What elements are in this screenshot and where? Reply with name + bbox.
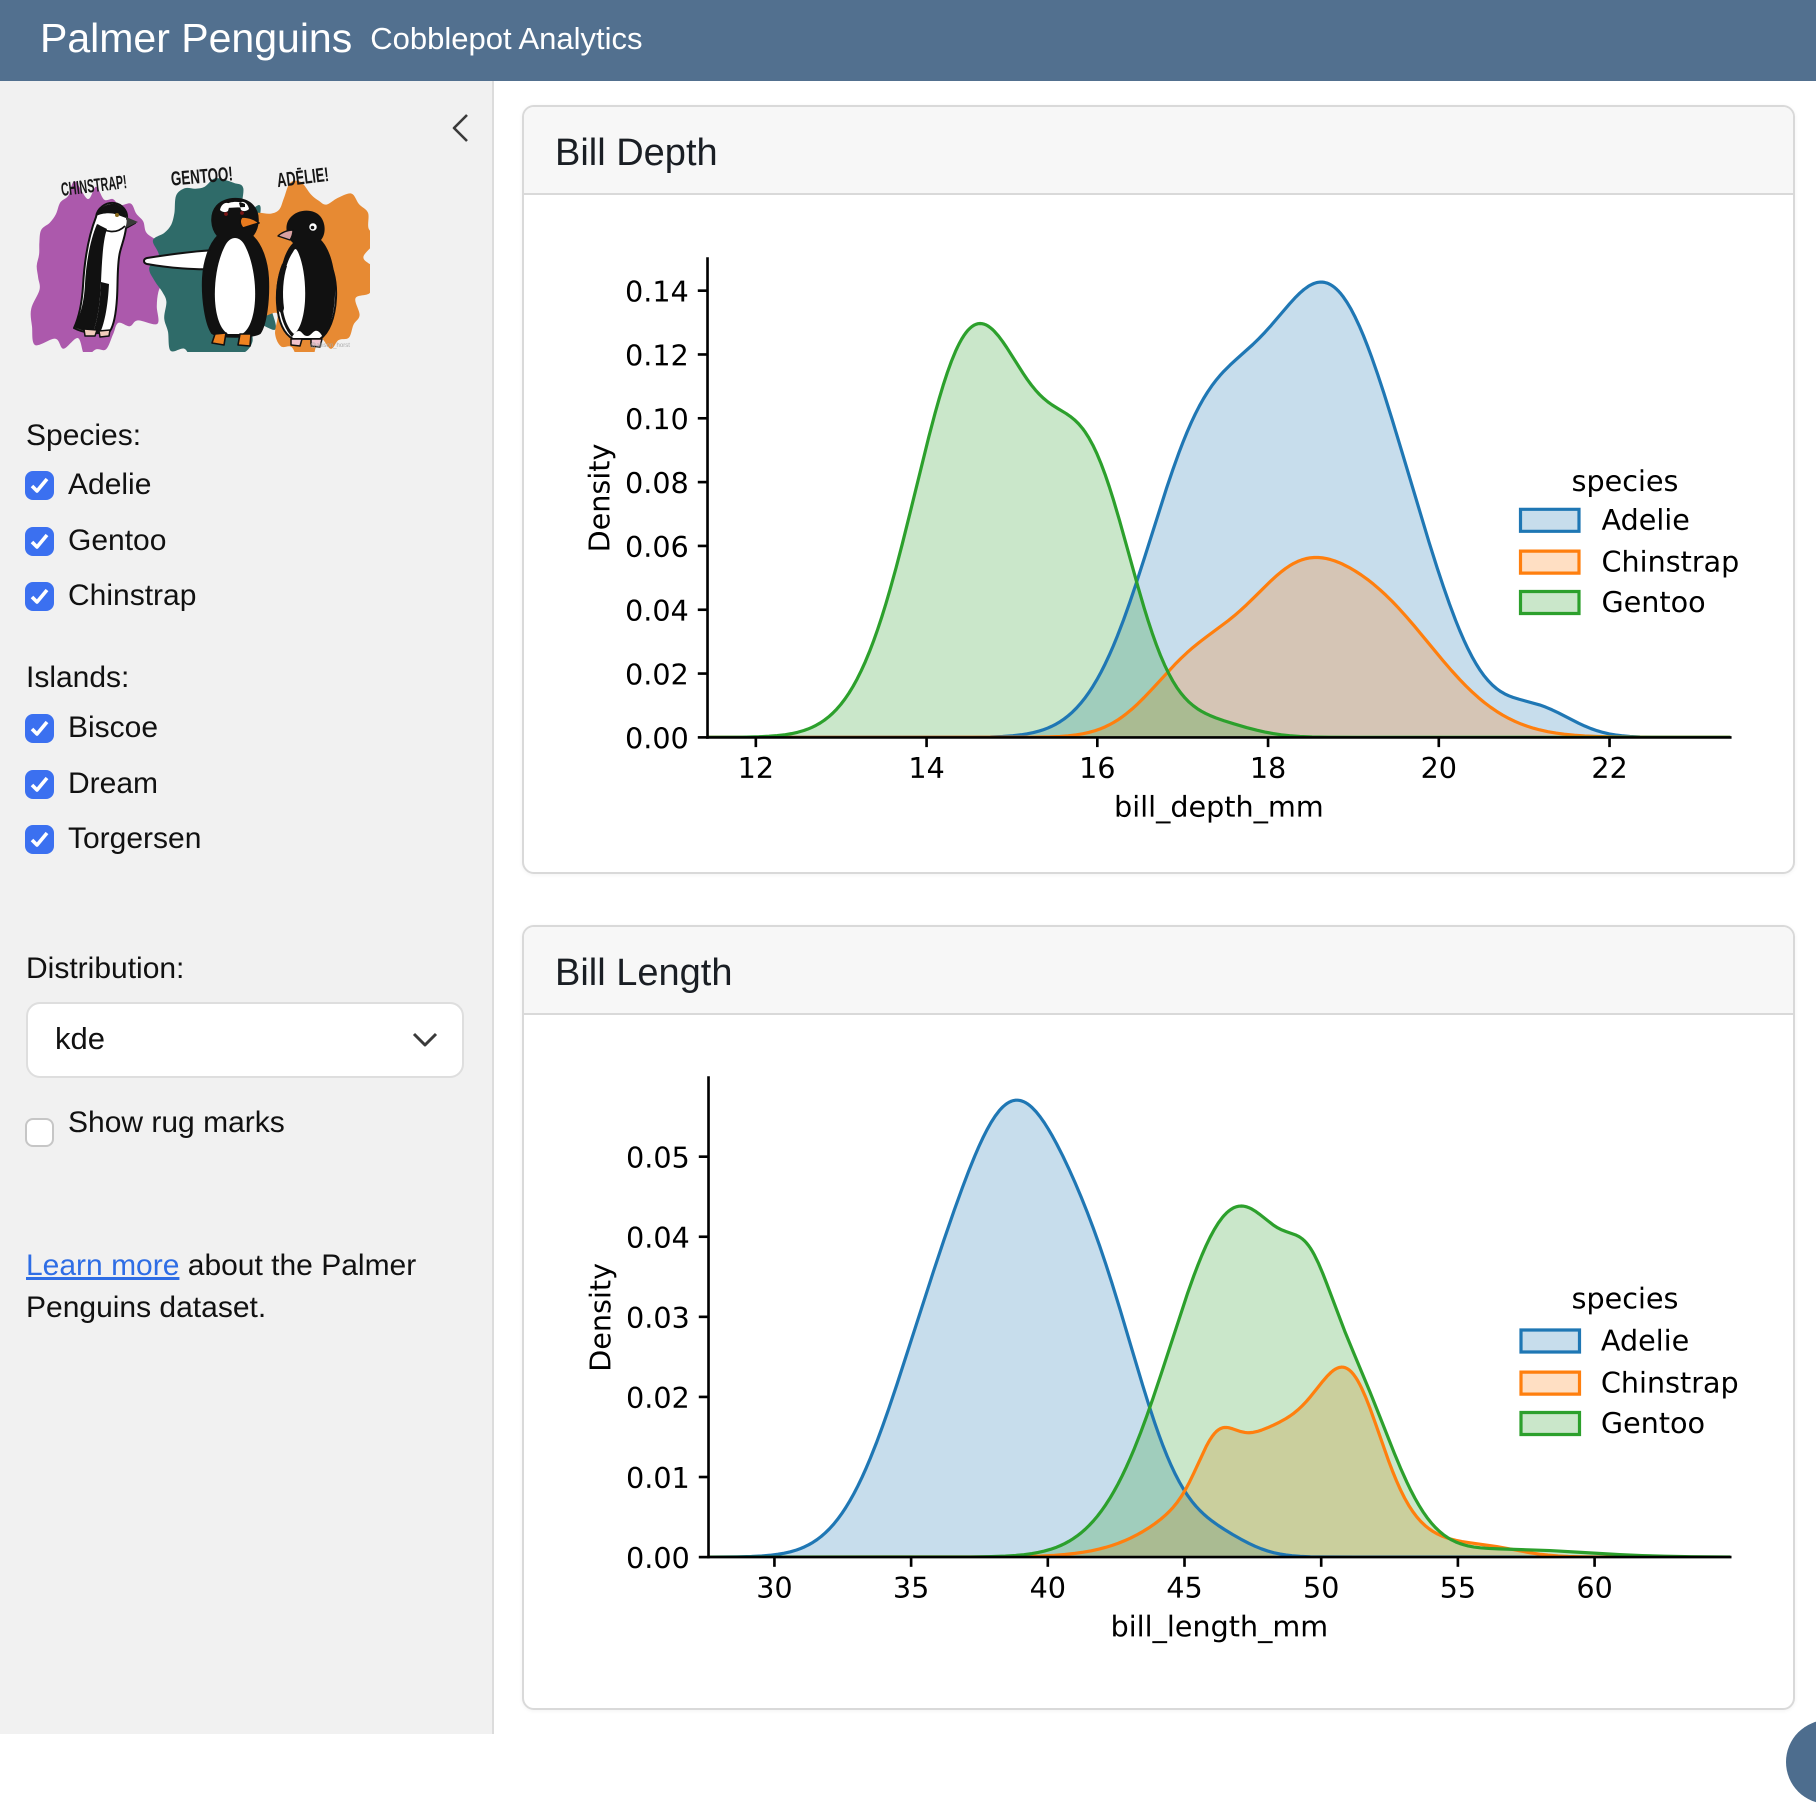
svg-text:@allison_horst: @allison_horst [310,343,350,349]
svg-text:ADĒLIE!: ADĒLIE! [276,164,330,192]
svg-text:CHINSTRAP!: CHINSTRAP! [60,172,128,201]
svg-text:GENTOO!: GENTOO! [170,163,234,190]
